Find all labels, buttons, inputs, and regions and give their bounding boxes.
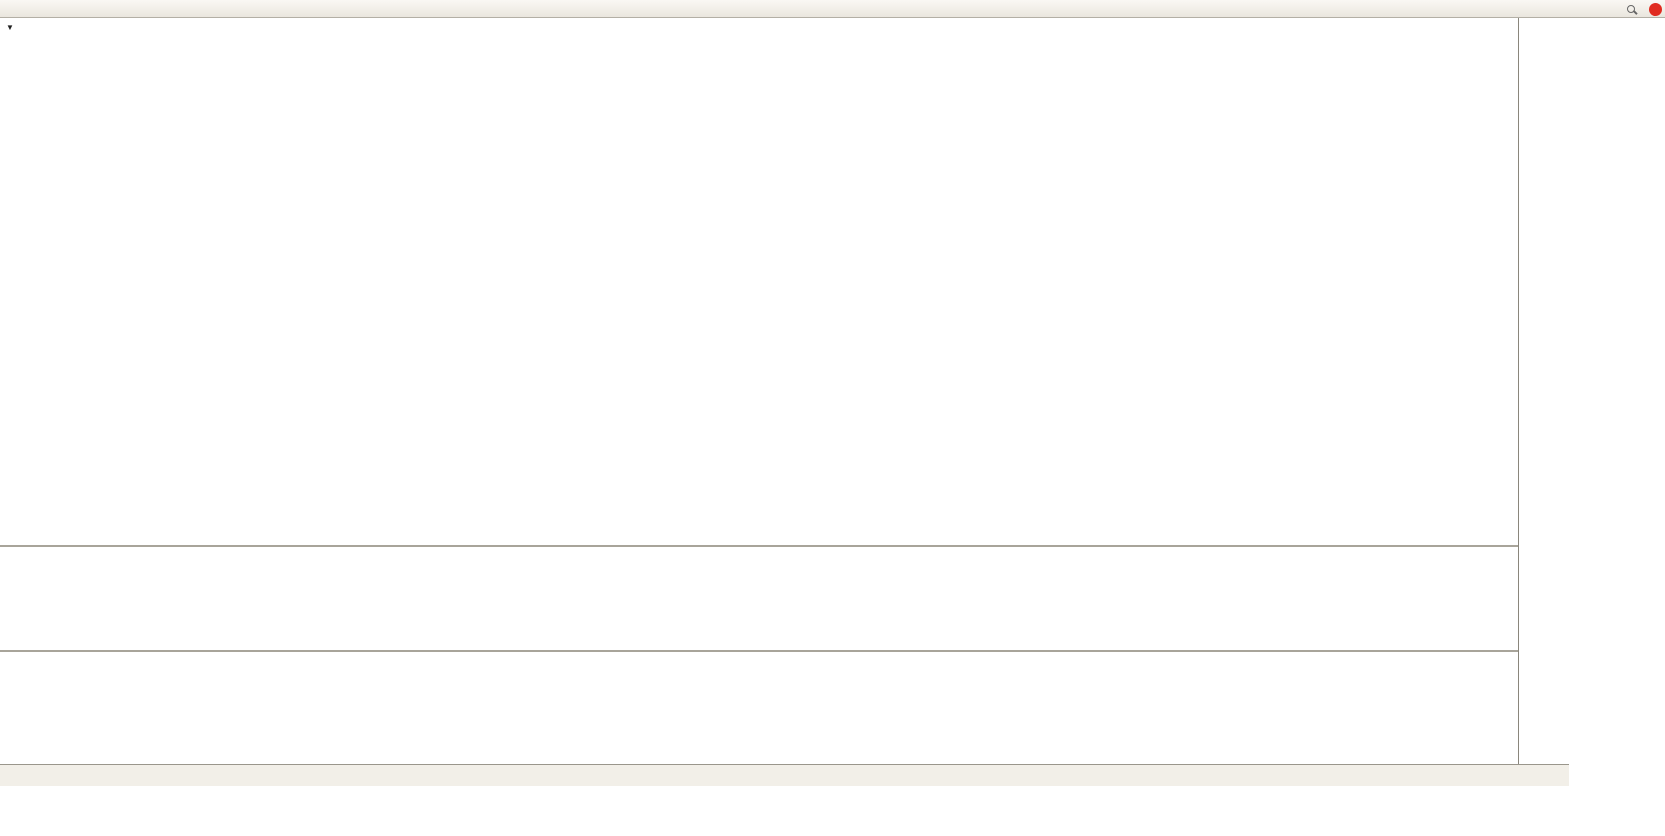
price-scale[interactable]	[1518, 18, 1569, 764]
search-icon[interactable]	[1627, 5, 1640, 15]
symbol-dropdown-icon[interactable]: ▼	[6, 23, 14, 32]
macd-panel[interactable]	[0, 547, 1518, 650]
rsi-panel[interactable]	[0, 652, 1518, 764]
chart-header: ▼	[6, 23, 28, 32]
time-axis[interactable]	[0, 764, 1569, 786]
main-toolbar	[0, 0, 1665, 18]
panel-separator[interactable]	[0, 650, 1569, 652]
notification-badge[interactable]	[1649, 2, 1662, 16]
price-chart-area[interactable]: ▼	[0, 18, 1518, 545]
chart-window: ▼	[0, 18, 1569, 786]
panel-separator[interactable]	[0, 545, 1569, 547]
